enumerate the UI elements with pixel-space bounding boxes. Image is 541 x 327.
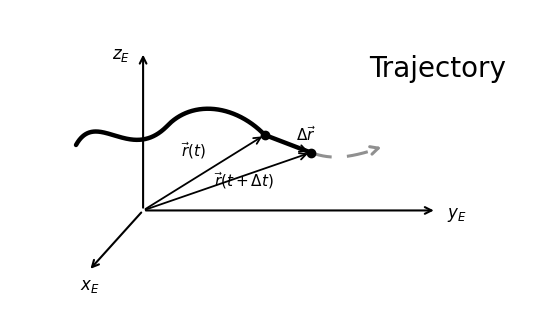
Text: $\Delta\vec{r}$: $\Delta\vec{r}$	[296, 126, 316, 145]
Text: $z_E$: $z_E$	[113, 47, 130, 64]
Text: $\vec{r}(t)$: $\vec{r}(t)$	[181, 140, 206, 161]
Text: $y_E$: $y_E$	[447, 206, 467, 225]
Text: $x_E$: $x_E$	[80, 279, 100, 295]
Text: Trajectory: Trajectory	[370, 56, 506, 83]
Text: $\vec{r}(t+\Delta t)$: $\vec{r}(t+\Delta t)$	[214, 170, 274, 191]
